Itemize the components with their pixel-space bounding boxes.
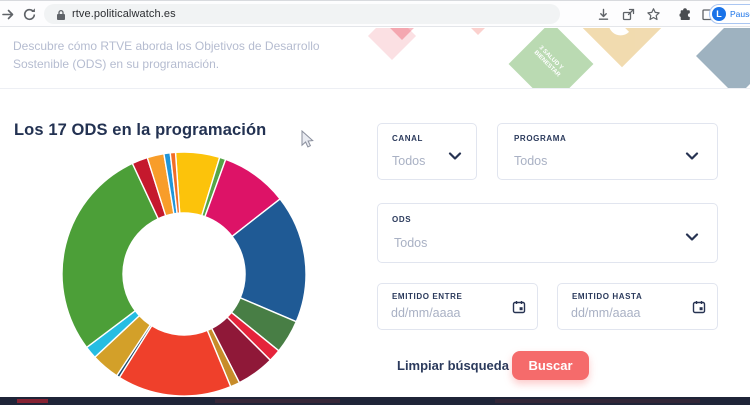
bowl-icon — [603, 28, 630, 41]
ods-label: ODS — [392, 215, 412, 224]
chevron-down-icon — [685, 229, 699, 247]
calendar-icon[interactable] — [692, 300, 706, 319]
ods-value: Todos — [394, 236, 428, 250]
sdg-tile-blue — [695, 28, 750, 88]
chevron-down-icon — [448, 148, 462, 166]
donut-segment[interactable] — [169, 151, 181, 215]
search-button[interactable]: Buscar — [512, 351, 589, 380]
chevron-down-icon — [685, 148, 699, 166]
donut-segment[interactable] — [231, 197, 307, 323]
programa-label: PROGRAMA — [514, 134, 567, 143]
hero-banner: 3 SALUD Y BIENESTAR Descubre cómo RTVE a… — [0, 28, 750, 89]
reload-icon[interactable] — [22, 7, 37, 22]
lock-icon[interactable] — [56, 8, 66, 26]
programa-value: Todos — [514, 154, 548, 168]
footer-text-fragment — [215, 399, 340, 403]
profile-avatar: L — [712, 7, 726, 21]
canal-value: Todos — [392, 154, 426, 168]
hero-description: Descubre cómo RTVE aborda los Objetivos … — [13, 39, 320, 71]
ods-donut-chart[interactable] — [59, 149, 309, 399]
extensions-puzzle-icon[interactable] — [677, 7, 692, 22]
ods-select[interactable]: ODS Todos — [377, 203, 718, 263]
sync-status-text: Paused — [730, 9, 750, 19]
footer-text-fragment — [495, 399, 700, 403]
emitido-entre-field[interactable]: EMITIDO ENTRE — [377, 283, 538, 330]
emitido-hasta-field[interactable]: EMITIDO HASTA — [557, 283, 718, 330]
mouse-cursor — [301, 129, 314, 154]
address-bar[interactable]: rtve.politicalwatch.es — [44, 4, 560, 24]
clear-search-button[interactable]: Limpiar búsqueda — [397, 358, 509, 373]
share-icon[interactable] — [621, 7, 636, 22]
bookmark-star-icon[interactable] — [646, 7, 661, 22]
sdg-tile-health: 3 SALUD Y BIENESTAR — [508, 28, 594, 88]
emitido-entre-input[interactable] — [391, 306, 491, 320]
forward-icon[interactable] — [1, 7, 16, 22]
canal-select[interactable]: CANAL Todos — [377, 123, 477, 180]
calendar-icon[interactable] — [512, 300, 526, 319]
emitido-hasta-input[interactable] — [571, 306, 671, 320]
donut-segment[interactable] — [61, 162, 160, 349]
page-title: Los 17 ODS en la programación — [14, 121, 267, 139]
download-icon[interactable] — [596, 7, 611, 22]
profile-sync-chip[interactable]: L Paused — [709, 4, 750, 24]
programa-select[interactable]: PROGRAMA Todos — [497, 123, 718, 180]
footer-bar — [0, 397, 750, 405]
canal-label: CANAL — [392, 134, 423, 143]
sdg-tile-health-label: 3 SALUD Y BIENESTAR — [532, 44, 564, 79]
sdg-tile-coral — [436, 28, 520, 36]
footer-text-fragment — [17, 399, 48, 403]
emitido-hasta-label: EMITIDO HASTA — [572, 292, 643, 301]
browser-toolbar: rtve.politicalwatch.es L Paused — [0, 0, 750, 27]
url-text[interactable]: rtve.politicalwatch.es — [72, 8, 176, 20]
emitido-entre-label: EMITIDO ENTRE — [392, 292, 463, 301]
